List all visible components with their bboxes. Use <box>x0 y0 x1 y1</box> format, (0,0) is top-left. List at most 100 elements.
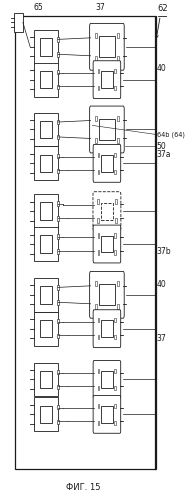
Bar <box>101 203 113 220</box>
Bar <box>98 250 99 255</box>
Bar <box>117 56 119 61</box>
Bar <box>34 397 58 431</box>
Bar <box>114 369 116 373</box>
Bar <box>95 116 97 121</box>
Bar <box>57 405 59 409</box>
Bar <box>99 36 115 57</box>
Bar <box>101 71 113 88</box>
Bar <box>40 405 52 423</box>
Bar <box>57 300 59 304</box>
Bar <box>98 386 99 390</box>
Bar <box>57 37 59 42</box>
Bar <box>97 218 99 223</box>
Bar <box>95 33 97 38</box>
Bar <box>34 30 58 64</box>
Bar <box>101 236 113 252</box>
Text: ФИГ. 15: ФИГ. 15 <box>66 483 101 492</box>
Text: 37: 37 <box>157 334 166 343</box>
Bar <box>101 372 113 387</box>
Bar <box>40 71 52 89</box>
Bar <box>101 321 113 337</box>
Bar <box>99 284 115 305</box>
Bar <box>40 154 52 172</box>
Bar <box>98 86 99 91</box>
Text: 37a: 37a <box>157 150 171 159</box>
Text: 65: 65 <box>33 3 43 12</box>
Text: 37b: 37b <box>157 248 171 256</box>
Bar <box>40 121 52 138</box>
Bar <box>34 194 58 228</box>
Bar <box>40 371 52 388</box>
Bar <box>40 286 52 304</box>
Bar <box>98 335 99 340</box>
Bar <box>117 116 119 121</box>
Bar <box>101 406 113 422</box>
Bar <box>57 419 59 424</box>
FancyBboxPatch shape <box>93 192 121 231</box>
Bar <box>34 146 58 180</box>
Bar <box>117 138 119 143</box>
Bar <box>57 70 59 75</box>
Bar <box>114 318 116 322</box>
Bar <box>115 200 117 205</box>
Bar <box>114 386 116 390</box>
Bar <box>57 52 59 56</box>
Bar <box>57 154 59 158</box>
Bar <box>114 421 116 425</box>
Bar <box>40 202 52 220</box>
Bar <box>114 335 116 340</box>
Bar <box>117 304 119 309</box>
FancyBboxPatch shape <box>93 310 121 348</box>
Bar <box>98 318 99 322</box>
FancyBboxPatch shape <box>93 61 121 99</box>
Bar <box>57 370 59 374</box>
FancyBboxPatch shape <box>93 144 121 182</box>
Bar <box>34 63 58 97</box>
Bar <box>40 38 52 56</box>
Bar <box>98 233 99 238</box>
Bar <box>14 13 23 32</box>
Bar <box>98 421 99 425</box>
Bar <box>34 278 58 312</box>
Bar <box>95 138 97 143</box>
Bar <box>115 218 117 223</box>
Bar <box>99 119 115 140</box>
Bar <box>95 304 97 309</box>
Text: 50: 50 <box>157 142 166 151</box>
Bar <box>98 152 99 157</box>
Bar <box>114 403 116 408</box>
Bar <box>57 202 59 206</box>
Bar <box>34 113 58 146</box>
Bar <box>57 134 59 139</box>
FancyBboxPatch shape <box>93 395 121 433</box>
Bar <box>98 369 99 373</box>
Bar <box>57 216 59 221</box>
Bar <box>57 319 59 324</box>
Bar <box>97 200 99 205</box>
Text: 40: 40 <box>157 280 166 289</box>
Bar <box>15 16 156 469</box>
Bar <box>114 69 116 73</box>
Bar <box>117 281 119 286</box>
Bar <box>57 120 59 124</box>
FancyBboxPatch shape <box>90 271 124 318</box>
Bar <box>114 86 116 91</box>
FancyBboxPatch shape <box>90 23 124 70</box>
FancyBboxPatch shape <box>93 361 121 398</box>
Text: 62: 62 <box>158 4 168 13</box>
Bar <box>34 312 58 346</box>
Bar <box>34 363 58 396</box>
Bar <box>95 56 97 61</box>
Text: 64b (64): 64b (64) <box>157 131 185 138</box>
Bar <box>114 152 116 157</box>
Bar <box>40 320 52 338</box>
Bar <box>57 384 59 389</box>
Bar <box>98 170 99 174</box>
Bar <box>57 235 59 239</box>
Bar <box>95 281 97 286</box>
Bar <box>114 250 116 255</box>
Bar <box>114 170 116 174</box>
Bar <box>40 235 52 253</box>
Bar <box>98 403 99 408</box>
Bar <box>117 33 119 38</box>
